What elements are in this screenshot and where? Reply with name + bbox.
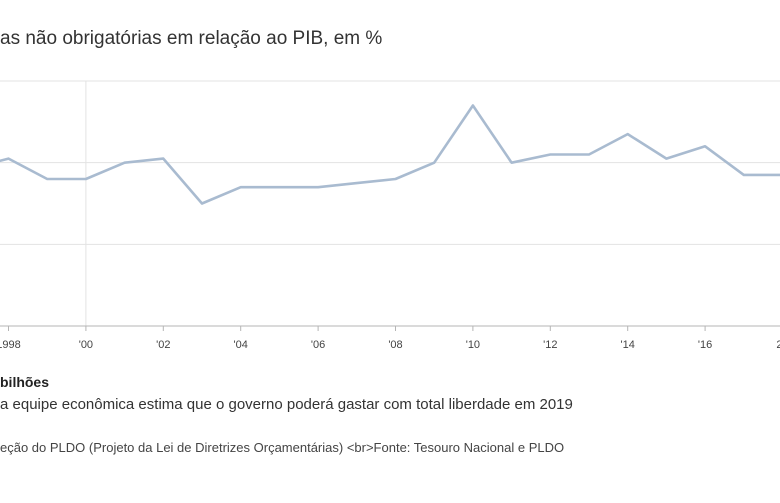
x-tick-label: '10 bbox=[466, 339, 480, 351]
x-tick-label: '14 bbox=[621, 339, 635, 351]
x-axis: 1998 '00 '02 '04 '06 '08 '10 '12 '14 '16 20 bbox=[0, 325, 780, 351]
x-tick-label: '06 bbox=[311, 339, 325, 351]
chart-title: as não obrigatórias em relação ao PIB, e… bbox=[0, 28, 383, 49]
x-tick-label: '16 bbox=[698, 339, 712, 351]
x-tick-label: '08 bbox=[388, 339, 402, 351]
x-tick-label: '00 bbox=[79, 339, 93, 351]
gridlines bbox=[0, 80, 780, 326]
x-tick-label: '04 bbox=[234, 339, 248, 351]
x-tick-label: '02 bbox=[156, 339, 170, 351]
line-chart: 1998 '00 '02 '04 '06 '08 '10 '12 '14 '16 20 bbox=[0, 80, 780, 351]
series-line bbox=[0, 104, 780, 205]
series-group bbox=[0, 104, 780, 205]
x-tick-label: 20 bbox=[776, 339, 780, 351]
x-tick-label: '12 bbox=[543, 339, 557, 351]
annotation-text: a equipe econômica estima que o governo … bbox=[0, 396, 573, 413]
source-note: eção do PLDO (Projeto da Lei de Diretriz… bbox=[0, 440, 565, 455]
x-tick-label: 1998 bbox=[0, 339, 21, 351]
annotation-value: bilhões bbox=[0, 374, 50, 390]
